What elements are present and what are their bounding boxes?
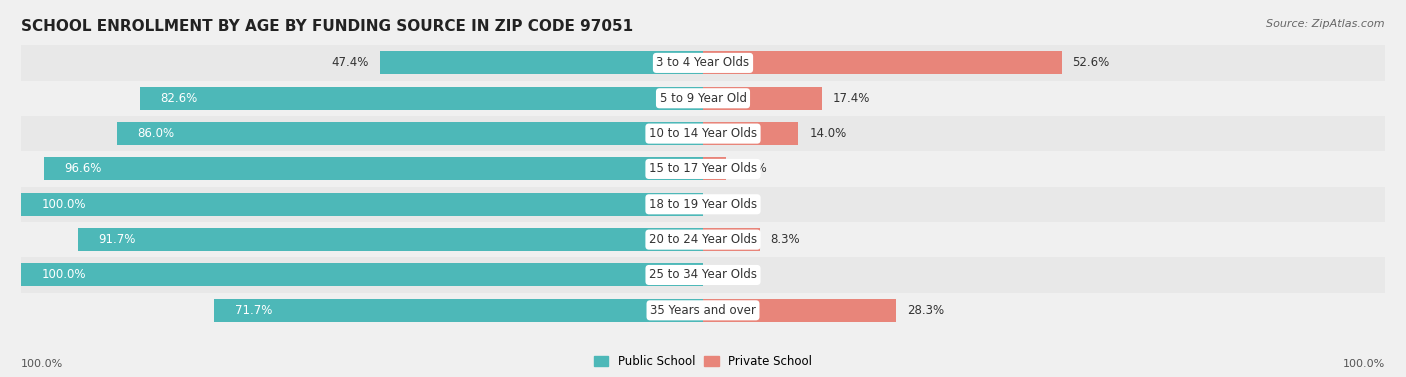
Bar [703,51,1062,74]
Text: 15 to 17 Year Olds: 15 to 17 Year Olds [650,162,756,175]
Text: 82.6%: 82.6% [160,92,197,105]
Bar [21,264,703,287]
Bar [703,158,725,181]
Bar [21,151,1385,187]
Text: 52.6%: 52.6% [1073,57,1109,69]
Text: 18 to 19 Year Olds: 18 to 19 Year Olds [650,198,756,211]
Text: 86.0%: 86.0% [136,127,174,140]
Bar [77,228,703,251]
Bar [703,228,759,251]
Text: 28.3%: 28.3% [907,304,943,317]
Text: 8.3%: 8.3% [770,233,800,246]
Text: 47.4%: 47.4% [332,57,368,69]
Bar [21,293,1385,328]
Bar [703,122,799,145]
Bar [21,222,1385,257]
Bar [117,122,703,145]
Text: 0.0%: 0.0% [714,268,744,282]
Text: 3.4%: 3.4% [737,162,766,175]
Text: 25 to 34 Year Olds: 25 to 34 Year Olds [650,268,756,282]
Text: 71.7%: 71.7% [235,304,271,317]
Text: 91.7%: 91.7% [98,233,135,246]
Text: 20 to 24 Year Olds: 20 to 24 Year Olds [650,233,756,246]
Bar [380,51,703,74]
Bar [21,257,1385,293]
Text: 5 to 9 Year Old: 5 to 9 Year Old [659,92,747,105]
Bar [703,87,821,110]
Text: 35 Years and over: 35 Years and over [650,304,756,317]
Text: 96.6%: 96.6% [65,162,103,175]
Bar [44,158,703,181]
Bar [21,193,703,216]
Text: 0.0%: 0.0% [714,198,744,211]
Text: 10 to 14 Year Olds: 10 to 14 Year Olds [650,127,756,140]
Text: Source: ZipAtlas.com: Source: ZipAtlas.com [1267,19,1385,29]
Text: 3 to 4 Year Olds: 3 to 4 Year Olds [657,57,749,69]
Bar [21,81,1385,116]
Text: 100.0%: 100.0% [1343,359,1385,369]
Bar [21,45,1385,81]
Text: 17.4%: 17.4% [832,92,870,105]
Text: 100.0%: 100.0% [21,359,63,369]
Bar [214,299,703,322]
Text: SCHOOL ENROLLMENT BY AGE BY FUNDING SOURCE IN ZIP CODE 97051: SCHOOL ENROLLMENT BY AGE BY FUNDING SOUR… [21,19,633,34]
Text: 100.0%: 100.0% [42,198,86,211]
Bar [21,187,1385,222]
Bar [139,87,703,110]
Bar [21,116,1385,151]
Text: 14.0%: 14.0% [810,127,846,140]
Bar [703,299,896,322]
Text: 100.0%: 100.0% [42,268,86,282]
Legend: Public School, Private School: Public School, Private School [589,351,817,373]
